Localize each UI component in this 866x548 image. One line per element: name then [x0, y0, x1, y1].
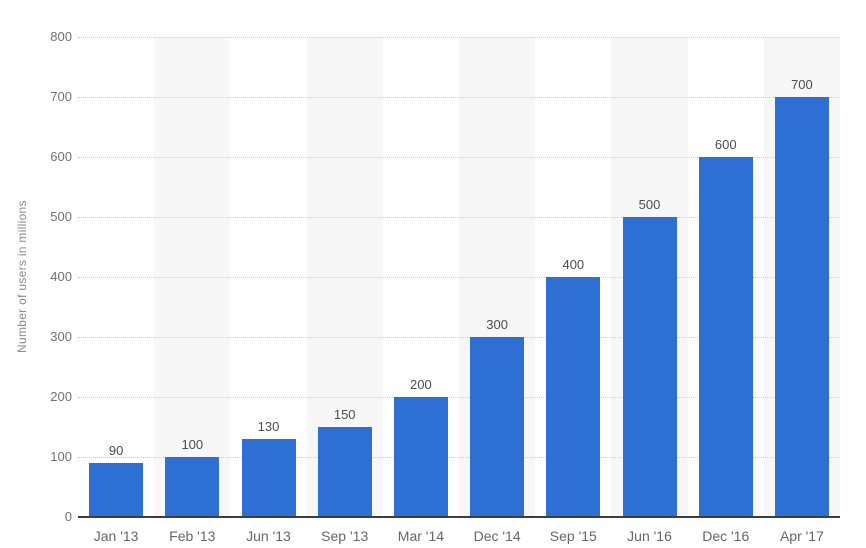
bar-value-label: 100 — [181, 437, 204, 452]
gridline — [78, 397, 840, 398]
bar-value-label: 200 — [410, 377, 432, 392]
y-tick-label: 300 — [50, 329, 72, 344]
y-tick-label: 800 — [50, 29, 72, 44]
gridline — [78, 277, 840, 278]
y-tick-label: 500 — [50, 209, 72, 224]
bar-value-label: 500 — [638, 197, 661, 212]
bar — [393, 397, 448, 517]
x-axis-category-label: Mar '14 — [397, 528, 445, 544]
x-axis-category-label: Dec '14 — [473, 528, 521, 544]
y-tick-label: 700 — [50, 89, 72, 104]
x-axis-line — [78, 516, 840, 518]
category-column: 90 Jan '13 — [78, 37, 154, 544]
x-axis-category-label: Jun '16 — [627, 528, 672, 544]
y-tick-label: 400 — [50, 269, 72, 284]
bar — [241, 439, 296, 517]
bar — [622, 217, 677, 517]
category-column: 700 Apr '17 — [763, 37, 841, 544]
category-column: 400 Sep '15 — [535, 37, 611, 544]
category-column: 200 Mar '14 — [383, 37, 459, 544]
gridline — [78, 217, 840, 218]
gridline — [78, 457, 840, 458]
x-axis-category-label: Jun '13 — [246, 528, 291, 544]
bar-value-label: 150 — [333, 407, 356, 422]
x-axis-category-label: Feb '13 — [169, 528, 216, 544]
bar-value-label: 400 — [562, 257, 585, 272]
bar-value-label: 300 — [486, 317, 508, 332]
gridline — [78, 97, 840, 98]
bar — [470, 337, 525, 517]
bar-value-label: 700 — [791, 77, 813, 92]
category-column: 500 Jun '16 — [611, 37, 688, 544]
category-column: 600 Dec '16 — [688, 37, 764, 544]
bar — [546, 277, 601, 517]
x-axis-category-label: Dec '16 — [702, 528, 750, 544]
plot-area: 90 Jan '13 100 Feb '13 130 Jun '13 150 Sep '13 2… — [78, 37, 841, 544]
y-tick-label: 600 — [50, 149, 72, 164]
x-axis-category-label: Jan '13 — [93, 528, 139, 544]
x-axis-category-label: Sep '13 — [321, 528, 369, 544]
y-tick-label: 200 — [50, 389, 72, 404]
bar-value-label: 90 — [108, 443, 124, 458]
x-axis-category-label: Apr '17 — [779, 528, 824, 544]
bar-value-label: 600 — [714, 137, 737, 152]
bar — [774, 97, 829, 517]
y-tick-label: 0 — [64, 509, 72, 524]
bar — [165, 457, 220, 517]
gridline — [78, 157, 840, 158]
bar — [698, 157, 753, 517]
gridline — [78, 337, 840, 338]
x-axis-category-label: Sep '15 — [549, 528, 597, 544]
gridline — [78, 37, 840, 38]
y-tick-label: 100 — [50, 449, 72, 464]
category-column: 130 Jun '13 — [230, 37, 306, 544]
bar — [317, 427, 372, 517]
bar — [89, 463, 144, 517]
bar-value-label: 130 — [257, 419, 280, 434]
